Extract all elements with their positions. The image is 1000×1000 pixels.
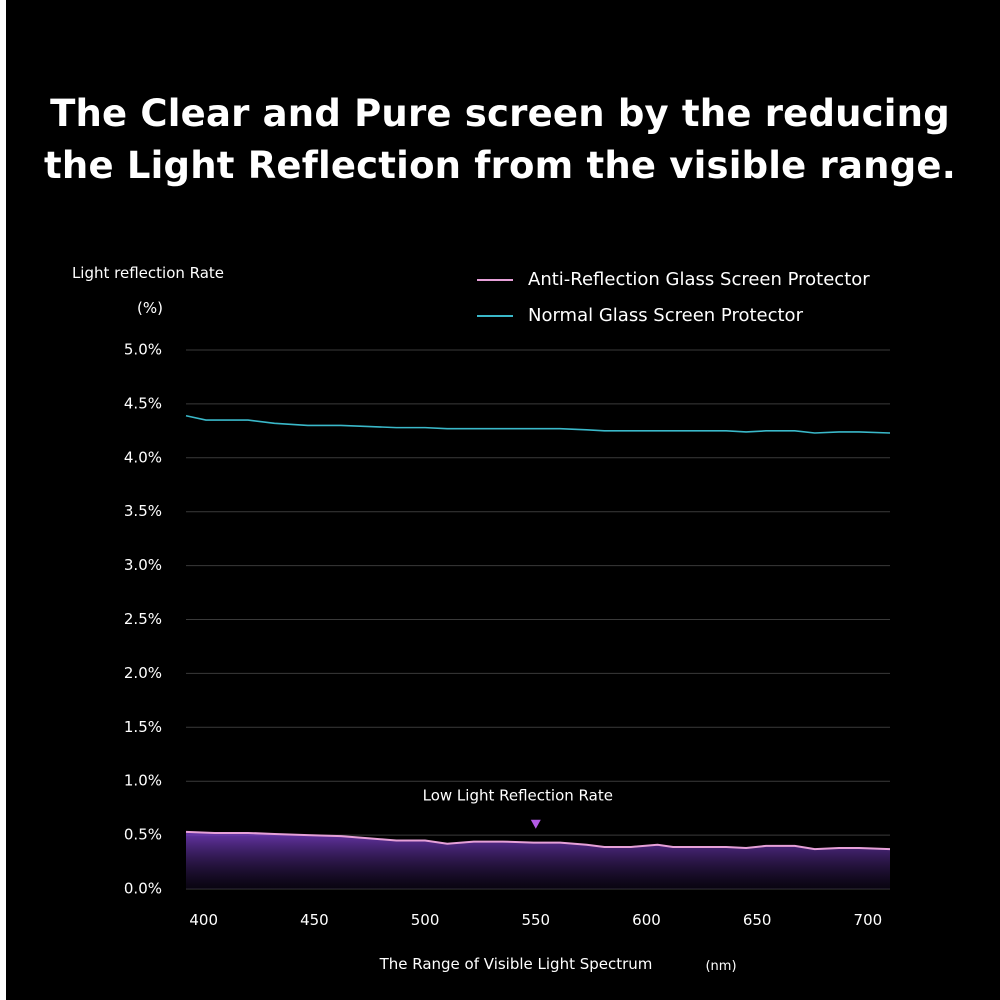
series-lines: [185, 414, 891, 889]
y-axis-label: Light reflection Rate: [72, 264, 224, 282]
x-axis-ticks: 400 450 500 550 600 650 700: [189, 911, 882, 929]
y-tick-label: 0.5%: [124, 826, 162, 844]
y-tick-label: 3.0%: [124, 556, 162, 574]
y-axis-unit: (%): [137, 299, 163, 317]
y-tick-label: 3.5%: [124, 502, 162, 520]
y-axis-ticks: 0.0% 0.5% 1.0% 1.5% 2.0% 2.5% 3.0% 3.5% 4.0% 4.5%…: [124, 341, 162, 898]
legend-label-anti-reflection: Anti-Reflection Glass Screen Protector: [528, 269, 870, 290]
x-axis-label: The Range of Visible Light Spectrum: [379, 955, 653, 973]
x-tick-label: 600: [632, 911, 661, 929]
legend: Anti-Reflection Glass Screen Protector N…: [477, 269, 870, 326]
x-tick-label: 400: [189, 911, 218, 929]
legend-label-normal: Normal Glass Screen Protector: [528, 305, 804, 326]
title-line-1: The Clear and Pure screen by the reducin…: [50, 92, 950, 135]
series-anti-reflection-area: [186, 831, 890, 889]
x-tick-label: 700: [854, 911, 883, 929]
y-tick-label: 1.5%: [124, 718, 162, 736]
y-tick-label: 0.0%: [124, 880, 162, 898]
y-tick-label: 5.0%: [124, 341, 162, 359]
left-edge-strip: [0, 0, 6, 1000]
page-title: The Clear and Pure screen by the reducin…: [0, 88, 1000, 192]
x-axis-unit: (nm): [705, 959, 736, 974]
x-tick-label: 650: [743, 911, 772, 929]
y-tick-label: 4.5%: [124, 394, 162, 412]
x-tick-label: 450: [300, 911, 329, 929]
annotation-label: Low Light Reflection Rate: [423, 787, 613, 805]
title-line-2: the Light Reflection from the visible ra…: [44, 144, 956, 187]
x-tick-label: 500: [411, 911, 440, 929]
grid-lines: [186, 349, 890, 890]
series-anti-reflection-line: [185, 830, 891, 851]
annotation-marker-icon: [530, 819, 541, 829]
y-tick-label: 1.0%: [124, 772, 162, 790]
series-normal-line: [185, 414, 891, 434]
x-tick-label: 550: [521, 911, 550, 929]
y-tick-label: 4.0%: [124, 448, 162, 466]
y-tick-label: 2.0%: [124, 664, 162, 682]
y-tick-label: 2.5%: [124, 610, 162, 628]
